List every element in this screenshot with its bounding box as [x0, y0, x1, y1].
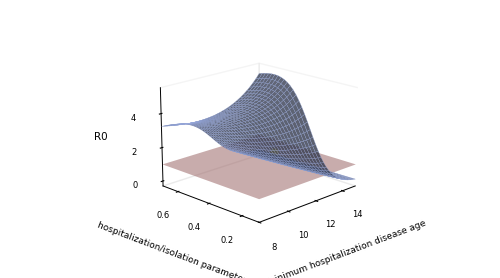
Y-axis label: hospitalization/isolation parameter: hospitalization/isolation parameter: [96, 221, 247, 278]
X-axis label: minimum hospitalization disease age: minimum hospitalization disease age: [266, 219, 428, 278]
